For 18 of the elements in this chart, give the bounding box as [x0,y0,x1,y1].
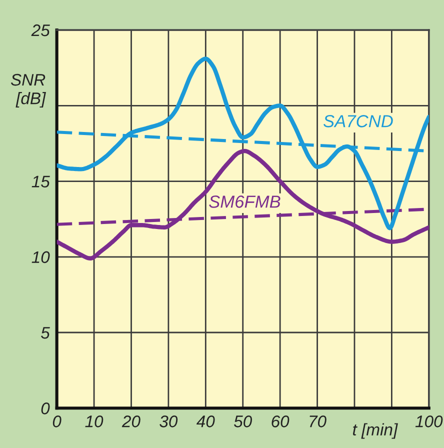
x-tick-label: 50 [234,416,252,428]
y-tick-label: 10 [32,251,50,264]
x-tick-label: 30 [160,416,178,428]
y-axis-title: SNR [dB] [10,74,46,108]
y-tick-label: 25 [31,24,50,36]
y-tick-label: 0 [41,402,50,414]
x-tick-label: 40 [196,416,215,428]
x-tick-label: 20 [122,416,140,428]
y-tick-label: 15 [32,176,50,188]
x-tick-label: 10 [85,416,104,428]
x-tick-label: 100 [415,416,443,428]
x-tick-label: 70 [310,416,326,428]
x-tick-label: 60 [272,416,290,428]
x-tick-label: 0 [52,416,62,428]
series-label: SM6FMB [209,196,280,208]
series-label: SA7CND [323,115,393,128]
x-axis-title: t [min] [353,423,398,439]
y-tick-label: 5 [40,327,50,339]
